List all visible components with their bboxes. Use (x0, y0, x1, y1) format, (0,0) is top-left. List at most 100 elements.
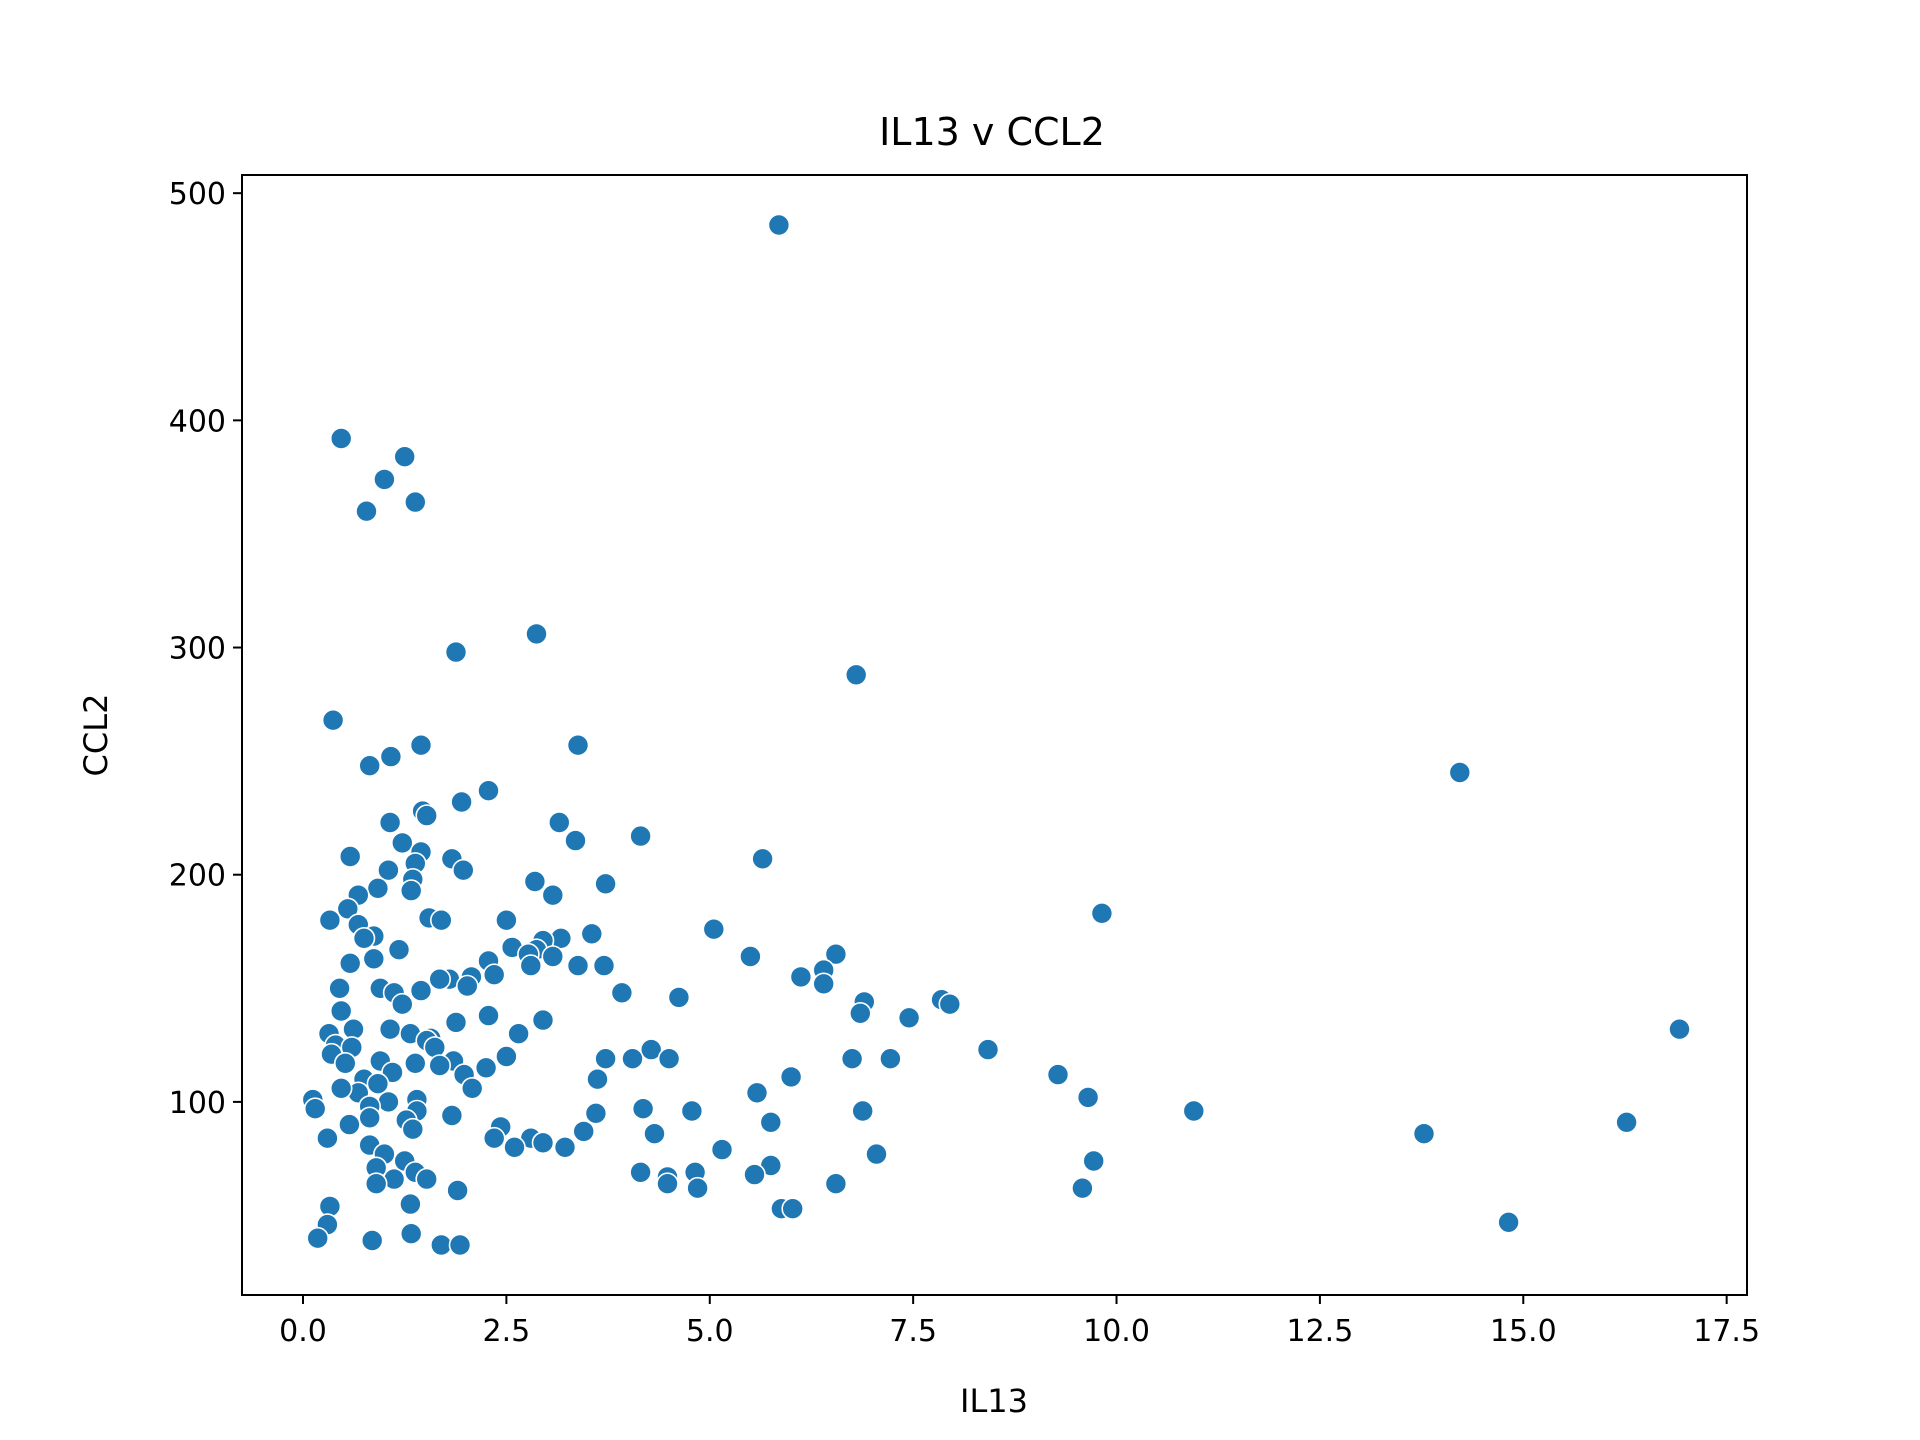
data-point (429, 908, 453, 932)
data-point (482, 1126, 506, 1150)
data-point (767, 213, 791, 237)
data-point (428, 967, 452, 991)
data-point (594, 872, 617, 896)
data-point (667, 986, 691, 1009)
data-point (399, 879, 423, 902)
x-tick-label: 5.0 (686, 1314, 734, 1349)
data-point (680, 1099, 704, 1123)
data-point (824, 942, 848, 966)
data-point (503, 1136, 526, 1159)
data-point (355, 499, 378, 523)
data-point (446, 1179, 469, 1202)
data-point (1071, 1176, 1094, 1200)
data-point (377, 858, 400, 882)
data-point (525, 622, 548, 646)
data-point (495, 908, 518, 932)
data-point (428, 1054, 452, 1077)
x-tick-label: 2.5 (483, 1314, 531, 1349)
data-point (531, 1131, 555, 1155)
data-point (1448, 761, 1472, 784)
data-point (390, 992, 414, 1016)
data-point (378, 1017, 402, 1041)
x-tick-label: 0.0 (279, 1314, 327, 1349)
x-tick-label: 15.0 (1490, 1314, 1557, 1349)
chart-title: IL13 v CCL2 (879, 110, 1105, 154)
data-point (329, 427, 353, 450)
data-point (360, 1229, 384, 1252)
data-point (1046, 1063, 1070, 1086)
data-point (751, 847, 774, 871)
data-point (851, 1099, 875, 1123)
data-point (455, 974, 479, 998)
data-point (482, 963, 506, 987)
data-point (329, 999, 353, 1023)
data-point (844, 663, 868, 687)
data-point (584, 1102, 608, 1125)
data-point (366, 876, 390, 900)
data-point (306, 1226, 330, 1250)
data-point (373, 468, 396, 491)
data-point (444, 1011, 468, 1034)
data-point (358, 754, 382, 778)
data-point (564, 829, 587, 852)
data-point (474, 1056, 498, 1080)
data-point (789, 965, 813, 989)
data-point (403, 490, 427, 514)
data-point (415, 804, 439, 827)
data-point (739, 945, 762, 968)
data-point (840, 1047, 864, 1070)
data-point (639, 1038, 663, 1061)
data-point (362, 947, 386, 971)
data-point (594, 1047, 617, 1070)
data-point (303, 1097, 327, 1120)
data-point (879, 1047, 902, 1070)
data-point (566, 733, 590, 757)
data-point (338, 845, 362, 868)
data-point (336, 897, 360, 921)
data-point (976, 1038, 1000, 1061)
data-point (812, 972, 836, 996)
data-point (1090, 901, 1114, 925)
data-point (897, 1006, 921, 1030)
y-axis: 100 200 300 400 500 (169, 177, 242, 1121)
data-point (519, 954, 543, 977)
data-point (643, 1122, 666, 1145)
x-axis: 0.0 2.5 5.0 7.5 10.0 12.5 15.0 17.5 (279, 1295, 1760, 1349)
data-point (393, 445, 417, 469)
data-point (547, 811, 571, 834)
data-point (1668, 1017, 1691, 1041)
data-point (399, 1222, 423, 1245)
data-point (610, 981, 634, 1005)
data-point (409, 733, 433, 757)
data-point (531, 1008, 555, 1032)
y-tick-label: 100 (169, 1086, 226, 1121)
data-point (566, 954, 590, 977)
data-point (377, 1090, 400, 1114)
x-tick-label: 12.5 (1287, 1314, 1354, 1349)
data-point (316, 1126, 339, 1150)
data-point (1082, 1149, 1105, 1173)
data-point (358, 1106, 382, 1130)
data-point (378, 811, 402, 834)
data-point (1412, 1122, 1436, 1145)
data-point (541, 883, 565, 907)
y-tick-label: 400 (169, 404, 226, 439)
data-point (401, 1117, 425, 1141)
data-point (1615, 1111, 1638, 1134)
plot-frame (241, 174, 1748, 1296)
x-axis-label: IL13 (960, 1382, 1028, 1420)
data-point (409, 979, 433, 1002)
data-point (779, 1065, 803, 1089)
data-point (781, 1197, 805, 1220)
data-point (702, 917, 726, 941)
data-point (710, 1138, 734, 1161)
data-point (541, 945, 565, 968)
data-point (338, 1113, 361, 1136)
data-point (553, 1136, 577, 1159)
data-point (631, 1097, 655, 1120)
points-layer (301, 213, 1691, 1257)
data-point (1076, 1086, 1100, 1109)
data-point (450, 790, 473, 814)
data-point (444, 640, 468, 664)
